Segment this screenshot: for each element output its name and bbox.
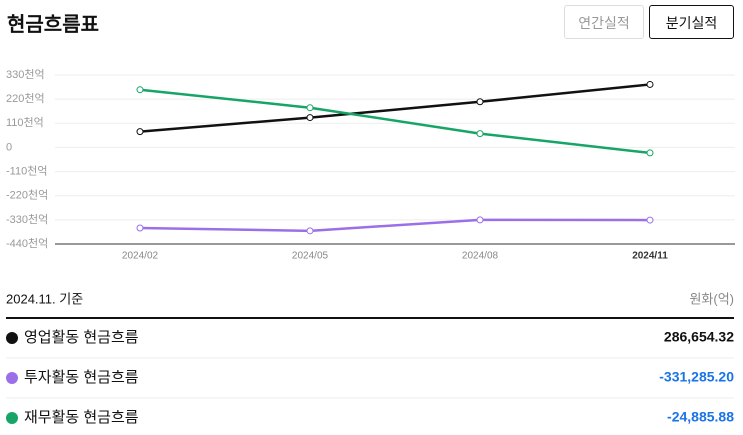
data-point: [646, 149, 654, 157]
data-point: [306, 104, 314, 112]
row-value: 286,654.32: [664, 329, 734, 345]
row-value: -331,285.20: [659, 369, 734, 385]
table-date: 2024.11. 기준: [6, 291, 83, 306]
table-unit: 원화(억): [689, 291, 734, 306]
data-point: [136, 224, 144, 232]
row-label: 재무활동 현금흐름: [24, 409, 139, 426]
y-tick-label: 110천억: [6, 115, 44, 129]
legend-dot: [6, 372, 18, 384]
data-point: [136, 86, 144, 94]
y-tick-label: 0: [6, 141, 12, 153]
data-point: [306, 114, 314, 122]
series-line: [139, 218, 651, 233]
data-point: [646, 216, 654, 224]
tab-quarterly[interactable]: 분기실적: [649, 5, 734, 39]
y-tick-label: -330천억: [6, 212, 48, 226]
y-tick-label: -440천억: [6, 236, 48, 250]
data-point: [476, 130, 484, 138]
x-tick-label: 2024/11: [632, 251, 668, 262]
y-tick-label: -110천억: [6, 163, 47, 177]
legend-dot: [6, 412, 18, 424]
y-tick-label: -220천억: [6, 188, 48, 202]
data-point: [476, 98, 484, 106]
data-point: [646, 80, 654, 88]
y-tick-label: 220천억: [6, 91, 45, 105]
row-label: 투자활동 현금흐름: [24, 369, 139, 386]
row-label: 영업활동 현금흐름: [24, 329, 139, 346]
data-point: [306, 227, 314, 235]
x-tick-label: 2024/05: [292, 251, 329, 262]
title: 현금흐름표: [7, 14, 99, 36]
tab-annual[interactable]: 연간실적: [564, 5, 644, 39]
series-line: [139, 88, 651, 155]
series-line: [139, 83, 651, 133]
data-point: [136, 128, 144, 136]
legend-dot: [6, 332, 18, 344]
row-value: -24,885.88: [667, 409, 734, 425]
data-point: [476, 216, 484, 224]
x-tick-label: 2024/08: [462, 251, 499, 262]
x-tick-label: 2024/02: [122, 251, 159, 262]
y-tick-label: 330천억: [6, 67, 45, 81]
